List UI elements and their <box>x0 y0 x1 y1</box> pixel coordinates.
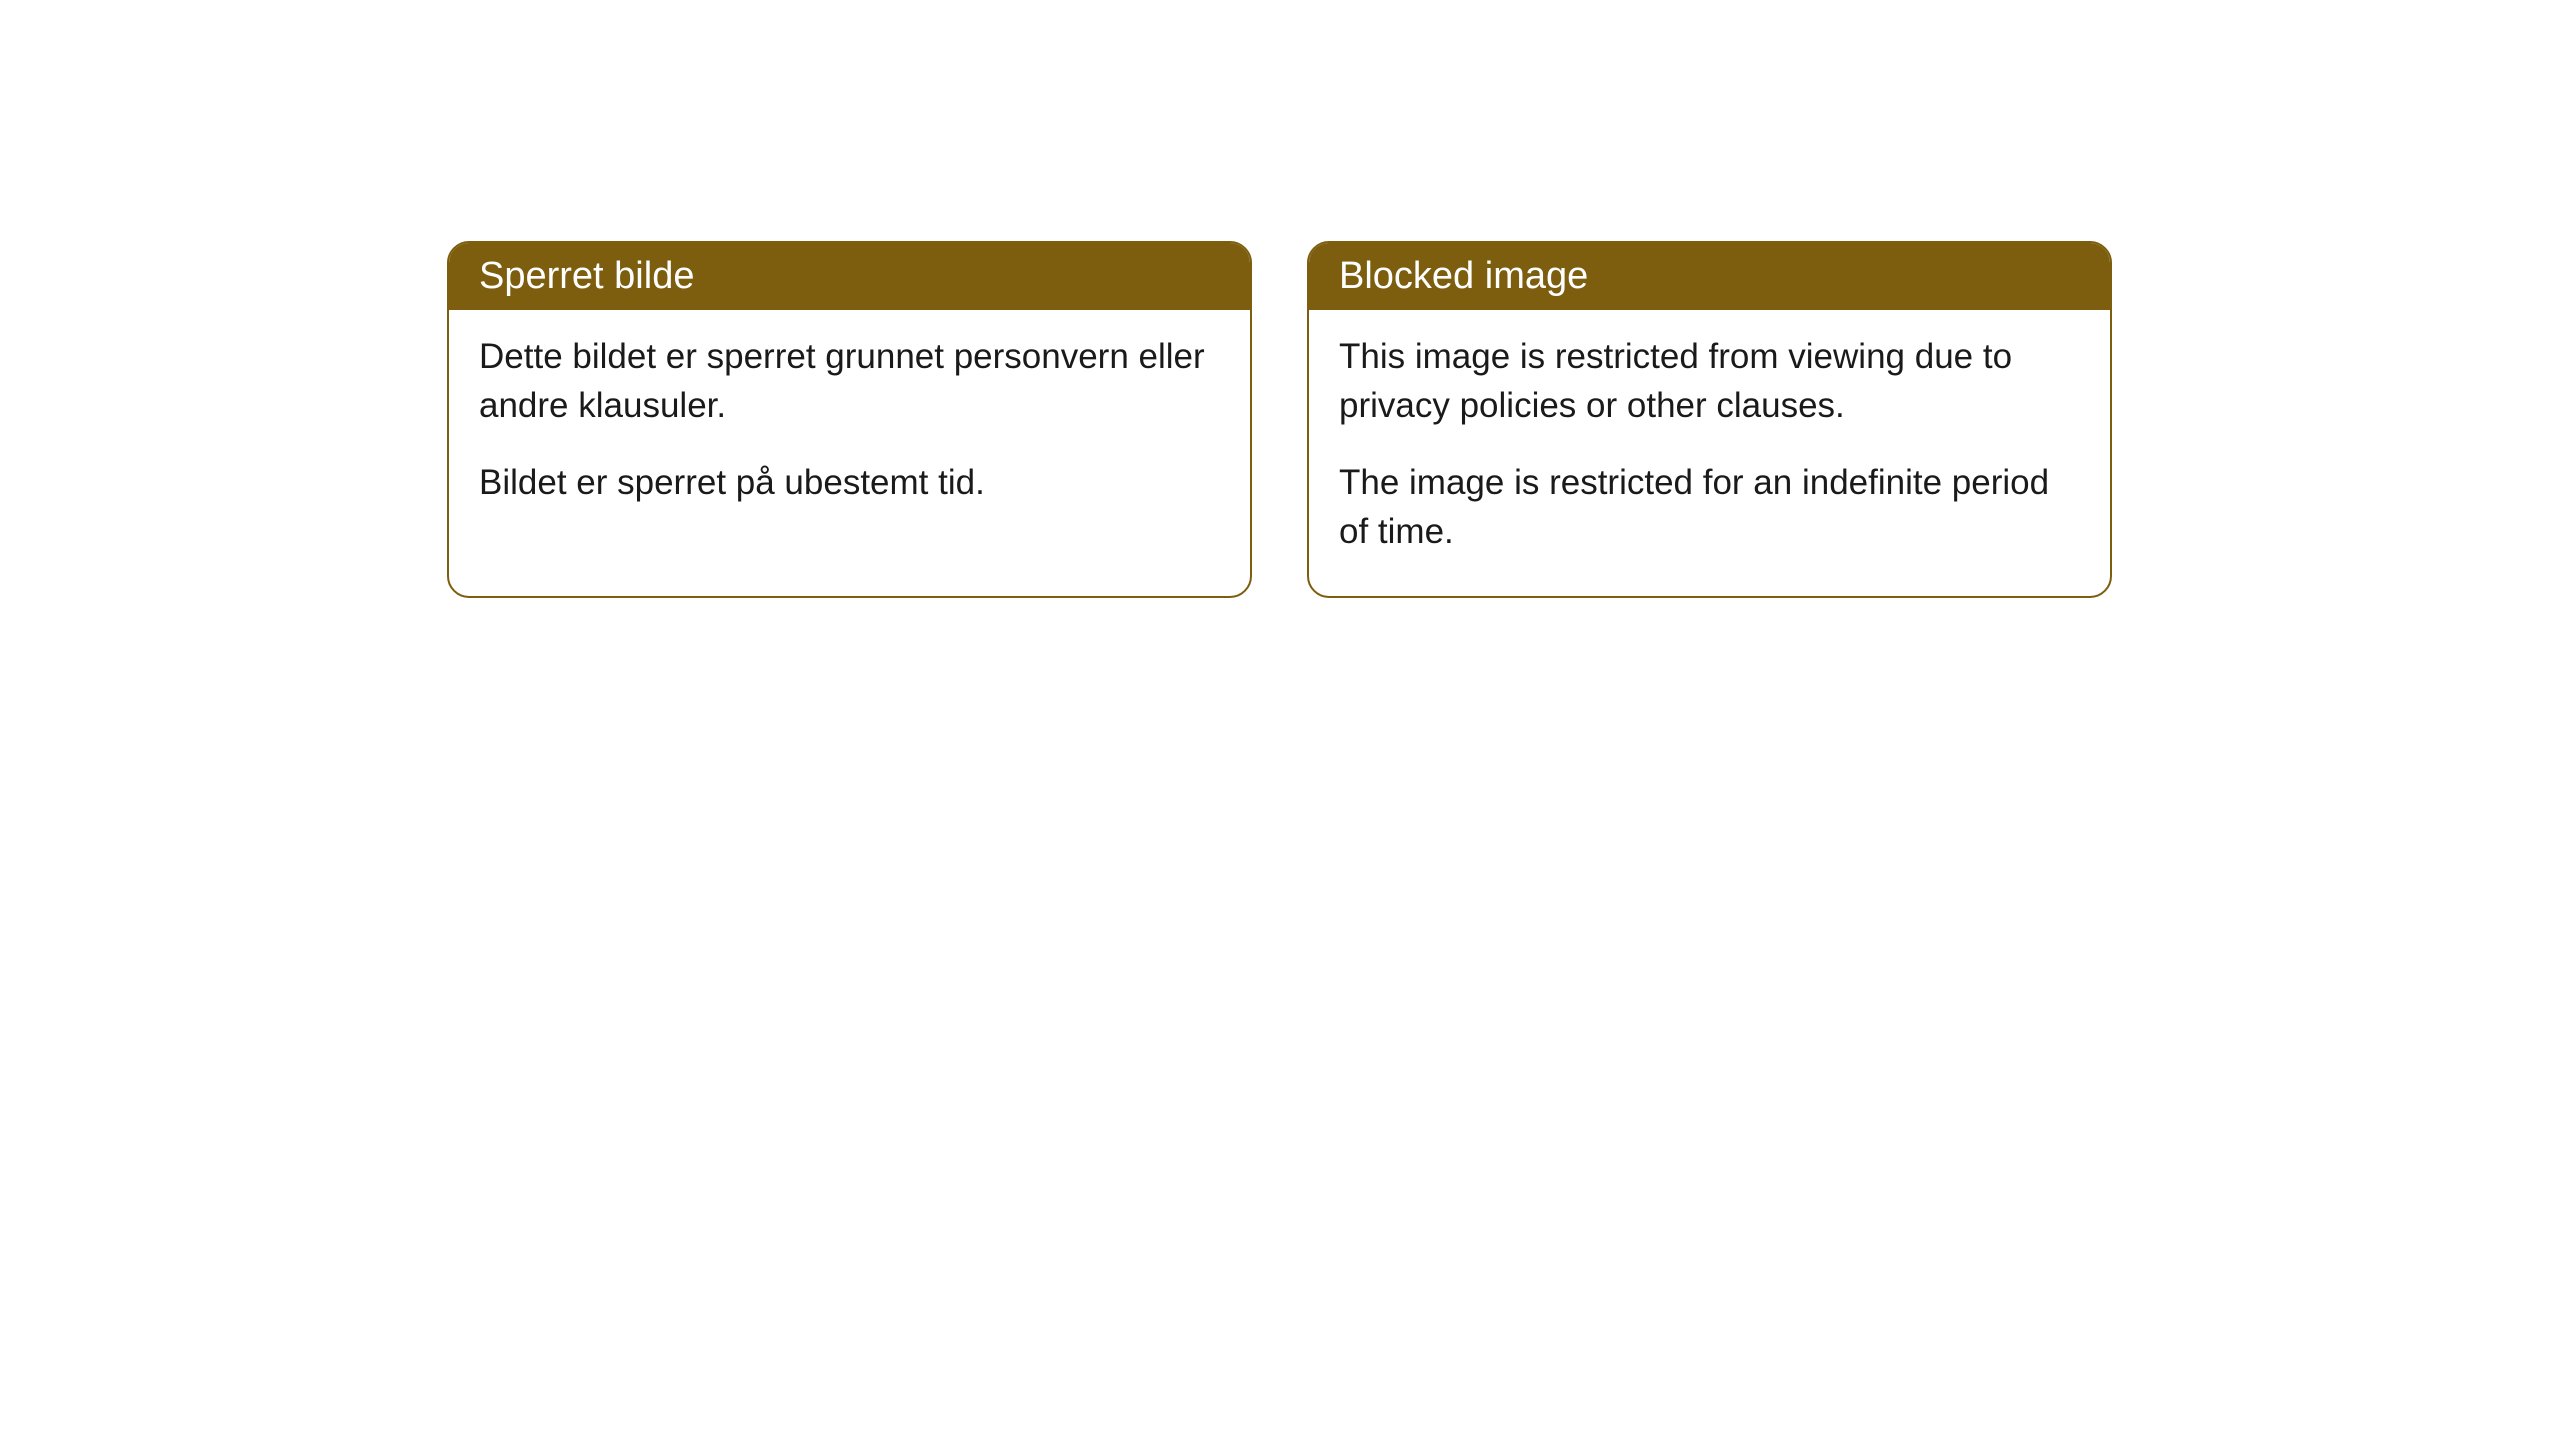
card-body: Dette bildet er sperret grunnet personve… <box>449 310 1250 547</box>
card-blocked-image-en: Blocked image This image is restricted f… <box>1307 241 2112 598</box>
card-header: Blocked image <box>1309 243 2110 310</box>
cards-container: Sperret bilde Dette bildet er sperret gr… <box>447 241 2112 598</box>
card-paragraph: Dette bildet er sperret grunnet personve… <box>479 332 1220 430</box>
card-header: Sperret bilde <box>449 243 1250 310</box>
card-paragraph: Bildet er sperret på ubestemt tid. <box>479 458 1220 507</box>
card-paragraph: The image is restricted for an indefinit… <box>1339 458 2080 556</box>
card-body: This image is restricted from viewing du… <box>1309 310 2110 596</box>
card-blocked-image-no: Sperret bilde Dette bildet er sperret gr… <box>447 241 1252 598</box>
card-paragraph: This image is restricted from viewing du… <box>1339 332 2080 430</box>
card-title: Sperret bilde <box>479 255 694 297</box>
card-title: Blocked image <box>1339 255 1588 297</box>
